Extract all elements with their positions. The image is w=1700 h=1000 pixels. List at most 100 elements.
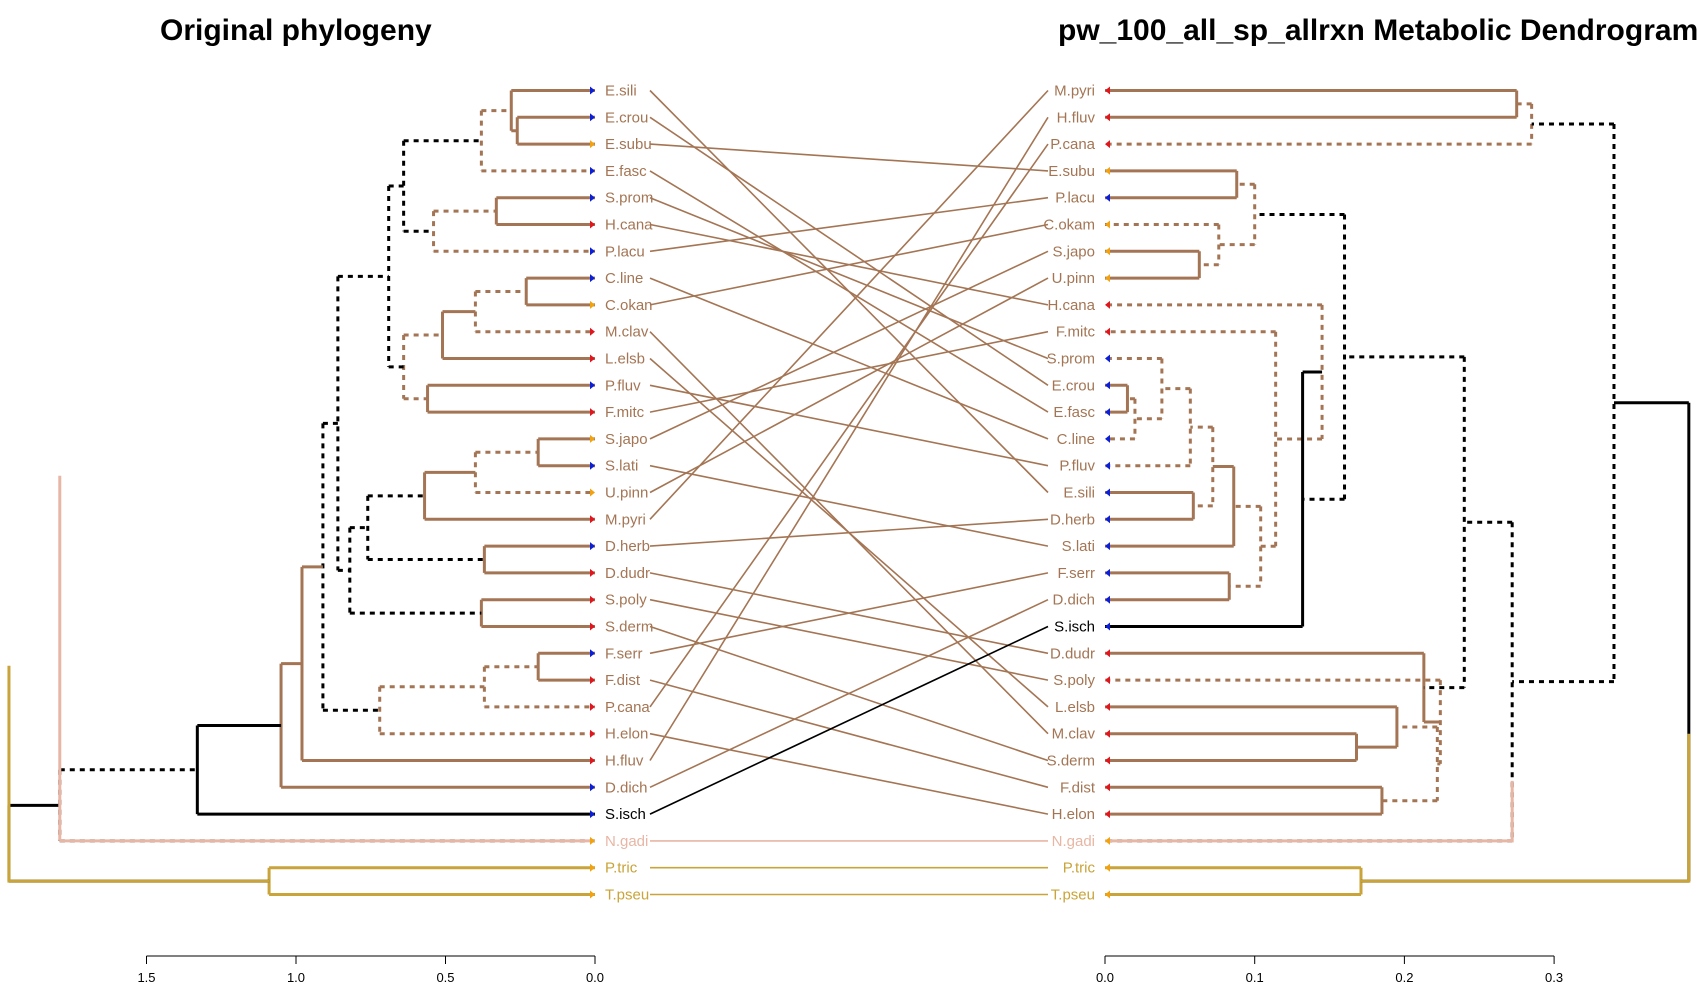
right-branch-s3 <box>1105 223 1221 267</box>
right-title: pw_100_all_sp_allrxn Metabolic Dendrogra… <box>1058 14 1698 47</box>
left-branch-b6 <box>387 184 404 369</box>
right-tip-marker <box>1105 113 1110 122</box>
left-tip-marker <box>590 434 595 443</box>
left-tip-marker <box>590 810 595 819</box>
left-branch-d3 <box>378 685 595 736</box>
right-tip-marker <box>1105 86 1110 95</box>
left-branch-c7 <box>348 526 482 615</box>
right-branch-t12 <box>1105 303 1324 441</box>
right-tip-label: U.pinn <box>1052 270 1095 287</box>
right-tip-label: M.pyri <box>1054 83 1095 100</box>
left-branch-a2 <box>509 89 595 133</box>
right-tip-label: S.isch <box>1054 619 1095 636</box>
right-tip-label: T.pseu <box>1051 887 1095 904</box>
left-branch-e2 <box>7 803 270 883</box>
right-tip-marker <box>1105 729 1110 738</box>
right-tip-marker <box>1105 756 1110 765</box>
left-tip-marker <box>590 488 595 497</box>
right-tip-marker <box>1105 166 1110 175</box>
left-tip-label: P.cana <box>605 699 650 716</box>
right-branch-t9 <box>1229 504 1263 588</box>
right-tip-label: H.elon <box>1052 806 1095 823</box>
left-tip-label: U.pinn <box>605 485 648 502</box>
right-branch-u6 <box>1105 651 1441 724</box>
right-tip-label: E.crou <box>1052 377 1095 394</box>
right-tip-labels: M.pyri H.fluv P.cana E.subu P.lacu C.okam S.ja… <box>1043 83 1110 904</box>
connector-line <box>649 732 1049 815</box>
right-tip-label: P.lacu <box>1055 190 1095 207</box>
left-branch-c5 <box>366 494 485 561</box>
connector-line <box>649 598 1049 789</box>
left-tip-label: S.isch <box>605 806 646 823</box>
left-branch-b3 <box>441 310 595 360</box>
left-tip-label: P.tric <box>605 860 638 877</box>
connector-line <box>649 89 1049 520</box>
right-tip-label: S.japo <box>1052 243 1095 260</box>
left-tip-marker <box>590 836 595 845</box>
right-branch-t7 <box>1105 465 1236 548</box>
left-branch-b5 <box>402 333 443 401</box>
left-branch-d5 <box>300 565 595 762</box>
right-tip-marker <box>1105 676 1110 685</box>
left-tip-marker <box>590 729 595 738</box>
right-tip-label: P.tric <box>1063 860 1096 877</box>
left-tip-label: E.sili <box>605 83 637 100</box>
right-branch-t5 <box>1105 491 1195 521</box>
left-tip-marker <box>590 595 595 604</box>
left-tip-marker <box>590 300 595 309</box>
right-branch-u5 <box>1105 678 1442 766</box>
right-branch-t10 <box>1105 330 1278 548</box>
right-branch-t2 <box>1105 397 1137 441</box>
right-branch-ngadi <box>1105 780 1514 843</box>
right-branch-t1 <box>1105 383 1129 414</box>
left-tip-label: H.cana <box>605 217 653 234</box>
right-tip-marker <box>1105 515 1110 524</box>
right-tip-marker <box>1105 836 1110 845</box>
right-branch-s2 <box>1105 249 1201 280</box>
right-tip-marker <box>1105 434 1110 443</box>
left-tip-label: H.fluv <box>605 753 644 770</box>
left-tip-label: S.prom <box>605 190 653 207</box>
left-tip-marker <box>590 568 595 577</box>
right-branch-w2 <box>1360 401 1691 883</box>
left-axis-tick-label: 1.5 <box>137 970 155 985</box>
left-tip-label: C.okan <box>605 297 653 314</box>
right-branch-t4 <box>1105 387 1192 468</box>
connector-line <box>649 464 1049 547</box>
left-tip-marker <box>590 247 595 256</box>
right-branch-r2 <box>1105 102 1534 146</box>
left-tip-label: M.clav <box>605 324 649 341</box>
left-tip-marker <box>590 381 595 390</box>
left-tip-label: L.elsb <box>605 351 645 368</box>
right-tip-marker <box>1105 622 1110 631</box>
right-branch-t6 <box>1190 425 1215 508</box>
right-tip-marker <box>1105 488 1110 497</box>
right-branch-root-gold <box>1360 733 1691 883</box>
right-tip-marker <box>1105 140 1110 149</box>
left-tip-label: P.lacu <box>605 243 645 260</box>
left-tip-marker <box>590 140 595 149</box>
right-branch-w1 <box>1105 866 1363 896</box>
left-tip-label: S.japo <box>605 431 648 448</box>
left-title: Original phylogeny <box>160 14 432 47</box>
right-tip-label: C.line <box>1057 431 1095 448</box>
right-tip-marker <box>1105 890 1110 899</box>
right-axis-tick-label: 0.0 <box>1096 970 1114 985</box>
left-tip-label: H.elon <box>605 726 648 743</box>
right-branch-t8 <box>1105 571 1231 602</box>
right-branch-u1 <box>1105 732 1358 762</box>
left-branch-a3 <box>479 109 595 173</box>
right-tip-marker <box>1105 193 1110 202</box>
left-tip-marker <box>590 542 595 551</box>
right-axis-tick-label: 0.3 <box>1545 970 1563 985</box>
left-branch-d4 <box>321 421 380 712</box>
left-branch-c1 <box>536 437 595 468</box>
left-tip-label: E.fasc <box>605 163 647 180</box>
left-dendrogram <box>7 89 595 896</box>
right-branch-u7 <box>1344 355 1466 690</box>
right-tip-label: H.cana <box>1047 297 1095 314</box>
right-tip-marker <box>1105 461 1110 470</box>
left-branch-c3 <box>423 470 595 521</box>
right-tip-label: S.lati <box>1062 538 1095 555</box>
right-tip-marker <box>1105 327 1110 336</box>
